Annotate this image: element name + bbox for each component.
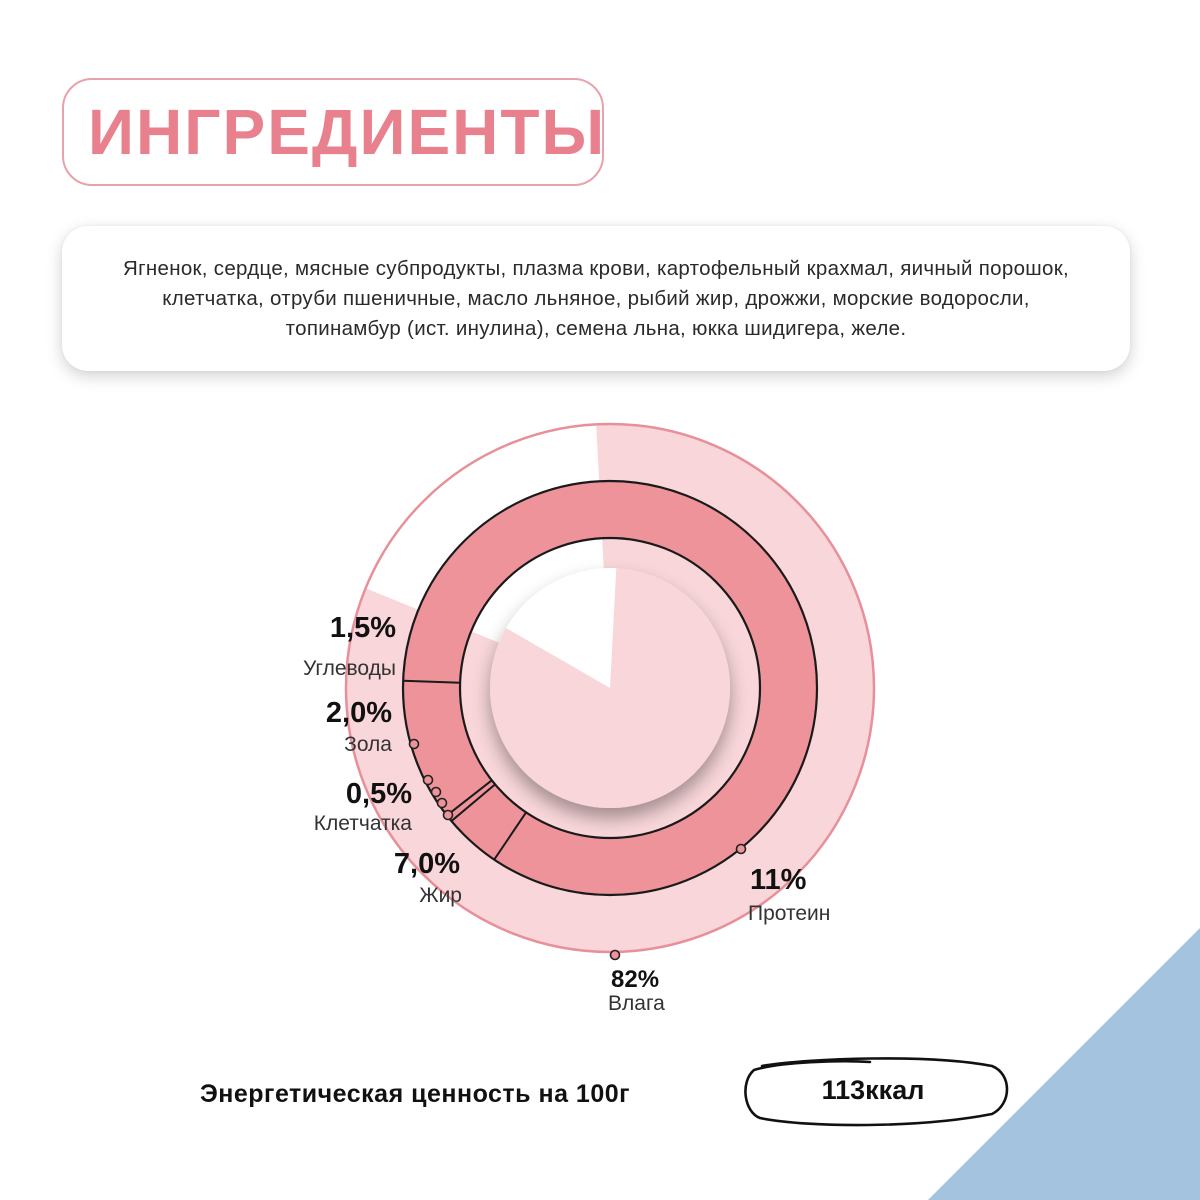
marker-fiber-2	[430, 786, 442, 798]
inner-ring-outer-edge	[401, 479, 819, 897]
page-title: ИНГРЕДИЕНТЫ	[88, 96, 607, 168]
inner-ring-inner-edge	[458, 536, 762, 840]
energy-label: Энергетическая ценность на 100г	[200, 1080, 631, 1108]
marker-fiber-1	[422, 774, 434, 786]
value-label-carbs: 1,5%	[329, 612, 396, 644]
value-label-fat: 7,0%	[393, 848, 460, 880]
category-label-ash: Зола	[344, 733, 392, 756]
value-label-fiber: 0,5%	[345, 778, 412, 810]
chart-layer	[344, 422, 876, 961]
ingredients-card: Ягненок, сердце, мясные субпродукты, пла…	[62, 226, 1130, 371]
category-label-fiber: Клетчатка	[313, 812, 412, 835]
category-label-fat: Жир	[419, 884, 462, 907]
ingredients-text: Ягненок, сердце, мясные субпродукты, пла…	[123, 256, 1069, 340]
marker-moisture	[609, 949, 621, 961]
energy-badge-outline	[744, 1057, 1009, 1127]
value-label-protein: 11%	[750, 864, 807, 896]
value-label-moisture: 82%	[611, 966, 660, 993]
marker-ash	[408, 738, 420, 750]
category-label-carbs: Углеводы	[302, 657, 396, 680]
marker-fiber-3	[436, 797, 448, 809]
inner-ring-divider	[450, 783, 496, 822]
marker-protein	[735, 843, 747, 855]
title-frame	[62, 78, 604, 186]
outer-ring-outline	[344, 422, 876, 954]
category-label-moisture: Влага	[608, 992, 665, 1015]
energy-value: 113ккал	[821, 1075, 925, 1105]
value-label-ash: 2,0%	[325, 697, 392, 729]
inner-ring-divider	[493, 811, 527, 861]
inner-ring-band	[403, 481, 817, 895]
inner-ring-divider	[403, 679, 461, 684]
accent-corner-triangle	[928, 928, 1200, 1200]
category-label-protein: Протеин	[748, 902, 831, 925]
marker-fat	[442, 809, 454, 821]
inner-ring-divider	[446, 779, 493, 817]
center-disc-gap	[506, 568, 617, 688]
